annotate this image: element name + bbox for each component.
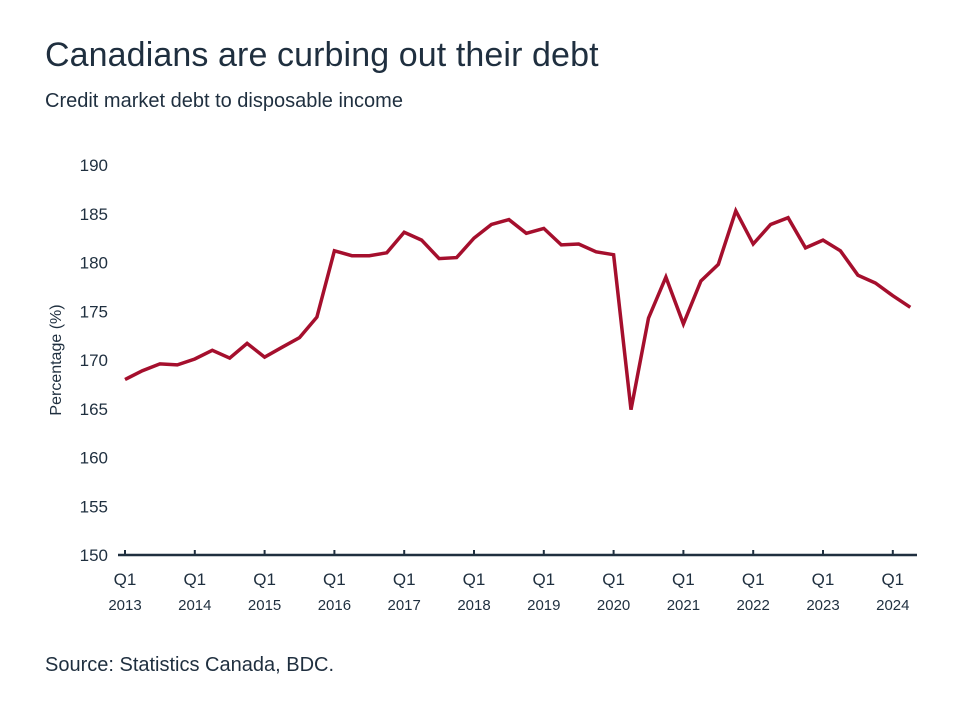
y-axis: 150 155 160 165 170 175 180 185 190: [80, 156, 108, 565]
x-axis: Q1 2013 Q1 2014 Q1 2015 Q1 2016 Q1 2017 Q1 2018 Q1 20…: [108, 550, 917, 614]
x-tick-quarter-label: Q1: [114, 570, 137, 589]
x-tick-quarter-label: Q1: [812, 570, 835, 589]
chart-subtitle: Credit market debt to disposable income: [45, 90, 403, 112]
x-tick-year-label: 2013: [108, 597, 141, 614]
x-tick-year-label: 2019: [527, 597, 560, 614]
y-tick-label: 155: [80, 497, 108, 516]
source-note: Source: Statistics Canada, BDC.: [45, 654, 335, 676]
x-tick-year-label: 2023: [806, 597, 839, 614]
y-tick-label: 165: [80, 400, 108, 419]
line-chart: Percentage (%) 1501551601651701751801851…: [48, 156, 917, 614]
y-tick-label: 160: [80, 449, 108, 468]
x-tick-year-label: 2020: [597, 597, 630, 614]
x-tick-quarter-label: Q1: [323, 570, 346, 589]
y-tick-label: 170: [80, 351, 108, 370]
y-tick-label: 190: [80, 156, 108, 175]
x-tick-quarter-label: Q1: [393, 570, 416, 589]
x-tick-quarter-label: Q1: [183, 570, 206, 589]
x-tick-quarter-label: Q1: [881, 570, 904, 589]
x-tick-quarter-label: Q1: [532, 570, 555, 589]
x-tick-quarter-label: Q1: [253, 570, 276, 589]
chart-title: Canadians are curbing out their debt: [45, 36, 599, 74]
x-tick-year-label: 2018: [457, 597, 490, 614]
x-tick-year-label: 2015: [248, 597, 281, 614]
x-tick-year-label: 2016: [318, 597, 351, 614]
x-tick-year-label: 2022: [737, 597, 770, 614]
x-tick-quarter-label: Q1: [742, 570, 765, 589]
series-layer: [124, 206, 912, 411]
x-tick-quarter-label: Q1: [463, 570, 486, 589]
y-axis-label: Percentage (%): [48, 304, 65, 415]
y-tick-label: 150: [80, 546, 108, 565]
x-tick-quarter-label: Q1: [672, 570, 695, 589]
y-tick-label: 185: [80, 205, 108, 224]
series-line: [124, 206, 912, 411]
x-tick-year-label: 2021: [667, 597, 700, 614]
x-tick-year-label: 2024: [876, 597, 909, 614]
y-tick-label: 180: [80, 254, 108, 273]
x-tick-year-label: 2017: [388, 597, 421, 614]
x-tick-year-label: 2014: [178, 597, 211, 614]
y-tick-label: 175: [80, 302, 108, 321]
x-tick-quarter-label: Q1: [602, 570, 625, 589]
